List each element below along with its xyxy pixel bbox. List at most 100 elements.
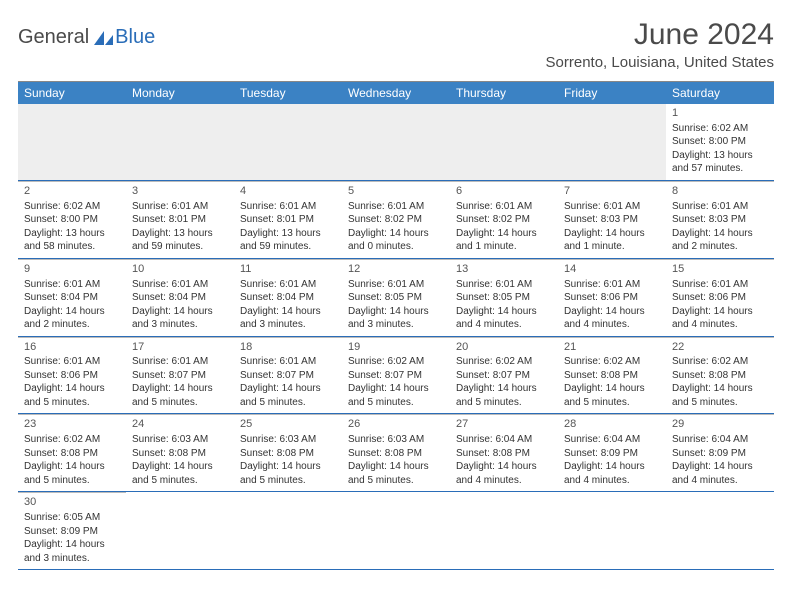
page-header: General Blue June 2024 Sorrento, Louisia… bbox=[18, 18, 774, 71]
brand-text-blue: Blue bbox=[115, 26, 155, 49]
sunset-text: Sunset: 8:06 PM bbox=[24, 369, 120, 383]
sunset-text: Sunset: 8:02 PM bbox=[348, 213, 444, 227]
calendar-cell bbox=[342, 104, 450, 180]
sunrise-text: Sunrise: 6:01 AM bbox=[672, 200, 768, 214]
calendar-cell: 11Sunrise: 6:01 AMSunset: 8:04 PMDayligh… bbox=[234, 258, 342, 336]
calendar-cell bbox=[18, 104, 126, 180]
day-number: 19 bbox=[348, 340, 444, 355]
day-number: 23 bbox=[24, 417, 120, 432]
sunset-text: Sunset: 8:05 PM bbox=[456, 291, 552, 305]
daylight-text: Daylight: 14 hours and 4 minutes. bbox=[672, 460, 768, 487]
day-number: 1 bbox=[672, 106, 768, 121]
calendar-header-row: SundayMondayTuesdayWednesdayThursdayFrid… bbox=[18, 82, 774, 104]
sunrise-text: Sunrise: 6:05 AM bbox=[24, 511, 120, 525]
day-number: 14 bbox=[564, 262, 660, 277]
month-title: June 2024 bbox=[546, 18, 774, 52]
calendar-cell bbox=[666, 492, 774, 570]
day-number: 27 bbox=[456, 417, 552, 432]
calendar-cell bbox=[234, 104, 342, 180]
sunset-text: Sunset: 8:01 PM bbox=[240, 213, 336, 227]
daylight-text: Daylight: 14 hours and 5 minutes. bbox=[24, 382, 120, 409]
calendar-cell: 7Sunrise: 6:01 AMSunset: 8:03 PMDaylight… bbox=[558, 180, 666, 258]
sunrise-text: Sunrise: 6:04 AM bbox=[672, 433, 768, 447]
sunset-text: Sunset: 8:03 PM bbox=[672, 213, 768, 227]
sunrise-text: Sunrise: 6:03 AM bbox=[132, 433, 228, 447]
sunrise-text: Sunrise: 6:01 AM bbox=[348, 278, 444, 292]
daylight-text: Daylight: 14 hours and 5 minutes. bbox=[564, 382, 660, 409]
sunrise-text: Sunrise: 6:03 AM bbox=[348, 433, 444, 447]
sunrise-text: Sunrise: 6:01 AM bbox=[564, 278, 660, 292]
calendar-cell: 25Sunrise: 6:03 AMSunset: 8:08 PMDayligh… bbox=[234, 414, 342, 492]
calendar-cell bbox=[126, 492, 234, 570]
sunrise-text: Sunrise: 6:02 AM bbox=[564, 355, 660, 369]
sunrise-text: Sunrise: 6:01 AM bbox=[240, 278, 336, 292]
day-number: 22 bbox=[672, 340, 768, 355]
day-number: 17 bbox=[132, 340, 228, 355]
daylight-text: Daylight: 14 hours and 5 minutes. bbox=[456, 382, 552, 409]
sunrise-text: Sunrise: 6:01 AM bbox=[24, 278, 120, 292]
calendar-cell: 14Sunrise: 6:01 AMSunset: 8:06 PMDayligh… bbox=[558, 258, 666, 336]
daylight-text: Daylight: 14 hours and 3 minutes. bbox=[348, 305, 444, 332]
day-number: 10 bbox=[132, 262, 228, 277]
daylight-text: Daylight: 13 hours and 59 minutes. bbox=[240, 227, 336, 254]
sunset-text: Sunset: 8:08 PM bbox=[240, 447, 336, 461]
day-number: 2 bbox=[24, 184, 120, 199]
weekday-header: Tuesday bbox=[234, 82, 342, 104]
calendar-cell: 18Sunrise: 6:01 AMSunset: 8:07 PMDayligh… bbox=[234, 336, 342, 414]
daylight-text: Daylight: 14 hours and 4 minutes. bbox=[564, 460, 660, 487]
sunset-text: Sunset: 8:07 PM bbox=[240, 369, 336, 383]
sunrise-text: Sunrise: 6:01 AM bbox=[240, 200, 336, 214]
sunset-text: Sunset: 8:06 PM bbox=[672, 291, 768, 305]
sunrise-text: Sunrise: 6:01 AM bbox=[24, 355, 120, 369]
calendar-cell: 17Sunrise: 6:01 AMSunset: 8:07 PMDayligh… bbox=[126, 336, 234, 414]
sunset-text: Sunset: 8:06 PM bbox=[564, 291, 660, 305]
calendar-cell: 8Sunrise: 6:01 AMSunset: 8:03 PMDaylight… bbox=[666, 180, 774, 258]
calendar-cell: 23Sunrise: 6:02 AMSunset: 8:08 PMDayligh… bbox=[18, 414, 126, 492]
sunrise-text: Sunrise: 6:01 AM bbox=[456, 278, 552, 292]
calendar-cell: 27Sunrise: 6:04 AMSunset: 8:08 PMDayligh… bbox=[450, 414, 558, 492]
day-number: 7 bbox=[564, 184, 660, 199]
day-number: 4 bbox=[240, 184, 336, 199]
sunrise-text: Sunrise: 6:01 AM bbox=[132, 200, 228, 214]
sunset-text: Sunset: 8:02 PM bbox=[456, 213, 552, 227]
day-number: 26 bbox=[348, 417, 444, 432]
brand-logo: General Blue bbox=[18, 18, 155, 49]
sunset-text: Sunset: 8:07 PM bbox=[456, 369, 552, 383]
sunset-text: Sunset: 8:08 PM bbox=[132, 447, 228, 461]
daylight-text: Daylight: 14 hours and 5 minutes. bbox=[672, 382, 768, 409]
calendar-body: 1Sunrise: 6:02 AMSunset: 8:00 PMDaylight… bbox=[18, 104, 774, 570]
day-number: 30 bbox=[24, 495, 120, 510]
calendar-cell: 5Sunrise: 6:01 AMSunset: 8:02 PMDaylight… bbox=[342, 180, 450, 258]
calendar-cell: 26Sunrise: 6:03 AMSunset: 8:08 PMDayligh… bbox=[342, 414, 450, 492]
calendar-cell: 10Sunrise: 6:01 AMSunset: 8:04 PMDayligh… bbox=[126, 258, 234, 336]
daylight-text: Daylight: 14 hours and 5 minutes. bbox=[132, 460, 228, 487]
calendar-cell bbox=[234, 492, 342, 570]
calendar-cell: 20Sunrise: 6:02 AMSunset: 8:07 PMDayligh… bbox=[450, 336, 558, 414]
sunrise-text: Sunrise: 6:02 AM bbox=[24, 433, 120, 447]
calendar-cell: 30Sunrise: 6:05 AMSunset: 8:09 PMDayligh… bbox=[18, 492, 126, 570]
calendar-cell: 4Sunrise: 6:01 AMSunset: 8:01 PMDaylight… bbox=[234, 180, 342, 258]
sunrise-text: Sunrise: 6:01 AM bbox=[348, 200, 444, 214]
sunset-text: Sunset: 8:00 PM bbox=[24, 213, 120, 227]
daylight-text: Daylight: 14 hours and 4 minutes. bbox=[564, 305, 660, 332]
calendar-cell: 24Sunrise: 6:03 AMSunset: 8:08 PMDayligh… bbox=[126, 414, 234, 492]
sunrise-text: Sunrise: 6:01 AM bbox=[456, 200, 552, 214]
day-number: 11 bbox=[240, 262, 336, 277]
calendar-cell: 1Sunrise: 6:02 AMSunset: 8:00 PMDaylight… bbox=[666, 104, 774, 180]
calendar-cell: 29Sunrise: 6:04 AMSunset: 8:09 PMDayligh… bbox=[666, 414, 774, 492]
day-number: 20 bbox=[456, 340, 552, 355]
day-number: 5 bbox=[348, 184, 444, 199]
weekday-header: Saturday bbox=[666, 82, 774, 104]
calendar-cell: 28Sunrise: 6:04 AMSunset: 8:09 PMDayligh… bbox=[558, 414, 666, 492]
weekday-header: Wednesday bbox=[342, 82, 450, 104]
sunrise-text: Sunrise: 6:02 AM bbox=[672, 355, 768, 369]
sunrise-text: Sunrise: 6:01 AM bbox=[132, 355, 228, 369]
day-number: 12 bbox=[348, 262, 444, 277]
day-number: 3 bbox=[132, 184, 228, 199]
daylight-text: Daylight: 13 hours and 58 minutes. bbox=[24, 227, 120, 254]
sunset-text: Sunset: 8:05 PM bbox=[348, 291, 444, 305]
weekday-header: Sunday bbox=[18, 82, 126, 104]
daylight-text: Daylight: 14 hours and 5 minutes. bbox=[348, 460, 444, 487]
sunrise-text: Sunrise: 6:01 AM bbox=[240, 355, 336, 369]
sunrise-text: Sunrise: 6:02 AM bbox=[672, 122, 768, 136]
